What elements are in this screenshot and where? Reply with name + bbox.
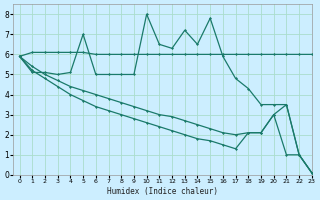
X-axis label: Humidex (Indice chaleur): Humidex (Indice chaleur)	[107, 187, 218, 196]
